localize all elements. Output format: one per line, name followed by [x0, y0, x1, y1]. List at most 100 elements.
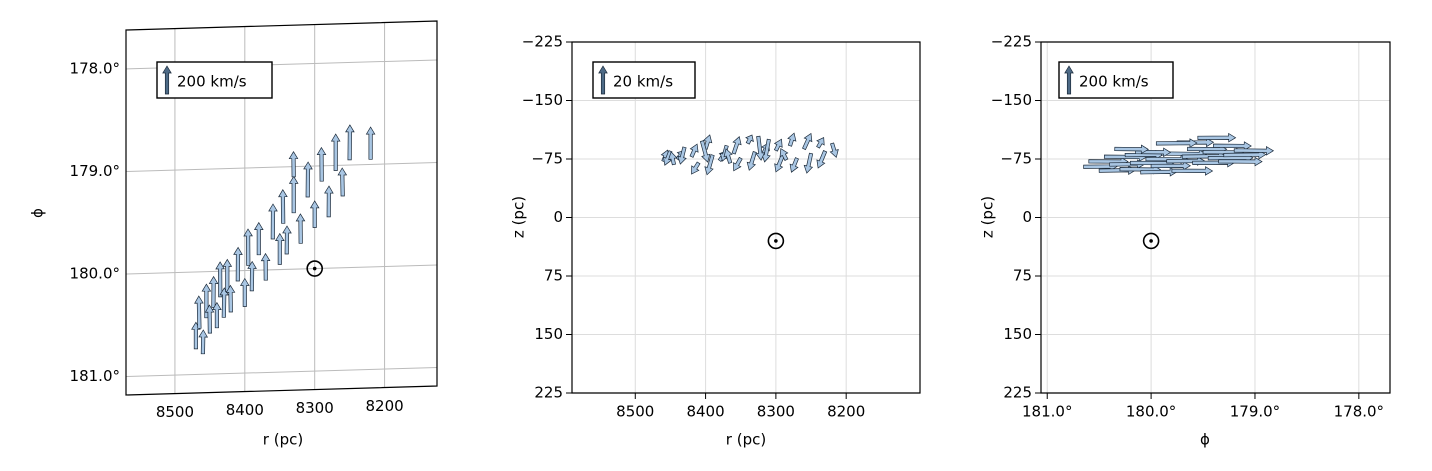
- y-tick-label: −75: [531, 150, 563, 168]
- key-arrow: [598, 65, 608, 95]
- velocity-arrow: [1233, 145, 1275, 156]
- y-tick-label: −225: [991, 33, 1032, 51]
- y-tick-label: −150: [522, 91, 563, 109]
- velocity-arrow: [731, 136, 742, 155]
- velocity-arrow: [755, 135, 766, 161]
- sun-dot: [774, 239, 778, 243]
- key-label: 20 km/s: [613, 73, 673, 91]
- axes-frame: [571, 41, 921, 394]
- x-tick-label: 8300: [757, 403, 795, 421]
- y-tick-label: 179.0°: [70, 162, 120, 180]
- velocity-arrow: [225, 284, 236, 313]
- velocity-arrow: [365, 126, 376, 160]
- sun-dot: [312, 266, 317, 271]
- y-tick-label: 225: [1003, 384, 1032, 402]
- y-tick-label: 75: [1013, 267, 1032, 285]
- grid-line: [125, 264, 438, 275]
- sun-marker: [306, 260, 323, 277]
- velocity-arrow: [337, 167, 348, 197]
- velocity-arrow: [816, 136, 825, 149]
- velocity-arrow: [789, 157, 799, 173]
- velocity-arrow: [324, 185, 334, 218]
- y-tick-label: 181.0°: [70, 367, 120, 385]
- velocity-arrow: [239, 277, 250, 307]
- velocity-arrow: [773, 138, 783, 152]
- key-arrow: [162, 65, 172, 95]
- velocity-arrow: [1171, 166, 1214, 176]
- velocity-arrow: [1150, 160, 1191, 171]
- velocity-arrow: [345, 124, 355, 161]
- velocity-arrow: [745, 134, 754, 145]
- velocity-arrow: [253, 221, 264, 256]
- velocity-arrow: [222, 258, 233, 292]
- velocity-arrow: [243, 228, 253, 266]
- panel: 8500 8400 8300 8200 −225 −150 −75 0 75 150 225 20 k…: [510, 33, 921, 449]
- panel: 181.0° 180.0° 179.0° 178.0° −225 −150 −75 0 75 15…: [979, 33, 1391, 449]
- velocity-arrow: [1218, 156, 1263, 167]
- velocity-arrow: [274, 232, 285, 265]
- velocity-arrow: [260, 252, 271, 281]
- sun-marker: [1142, 232, 1160, 250]
- velocity-arrow: [198, 329, 209, 355]
- velocity-arrow: [191, 321, 201, 350]
- sun-marker: [767, 232, 785, 250]
- x-axis-label: r (pc): [726, 431, 766, 449]
- velocity-arrow: [288, 151, 299, 178]
- x-tick-label: 181.0°: [1022, 403, 1072, 421]
- key-label: 200 km/s: [177, 73, 247, 91]
- x-tick-label: 8300: [296, 399, 334, 417]
- x-tick-label: 8400: [686, 403, 724, 421]
- key-label: 200 km/s: [1079, 73, 1149, 91]
- velocity-arrow: [268, 203, 278, 240]
- velocity-arrow: [1114, 144, 1149, 155]
- velocity-arrow: [816, 150, 828, 169]
- y-tick-label: 150: [1003, 325, 1032, 343]
- velocity-arrow: [691, 161, 701, 175]
- x-tick-label: 178.0°: [1334, 403, 1384, 421]
- x-axis-label: ϕ: [1200, 431, 1210, 449]
- velocity-arrow: [746, 151, 757, 171]
- velocity-arrow: [278, 189, 288, 224]
- velocity-arrow: [282, 225, 292, 255]
- key-arrow: [1064, 65, 1074, 95]
- x-tick-label: 179.0°: [1230, 403, 1280, 421]
- y-tick-label: −75: [1000, 150, 1032, 168]
- key-box: [1058, 61, 1174, 99]
- velocity-arrow: [316, 146, 327, 182]
- x-axis-label: r (pc): [263, 431, 303, 449]
- x-tick-label: 8500: [156, 403, 194, 421]
- x-tick-label: 8400: [226, 401, 264, 419]
- y-tick-label: 0: [1022, 208, 1032, 226]
- velocity-arrow: [194, 295, 204, 329]
- velocity-arrow: [309, 200, 320, 228]
- y-tick-label: 75: [544, 267, 563, 285]
- y-tick-label: 150: [534, 325, 563, 343]
- y-tick-label: 178.0°: [70, 59, 120, 77]
- velocity-arrow: [215, 261, 225, 298]
- y-axis-label: z (pc): [979, 196, 997, 238]
- sun-dot: [1149, 239, 1153, 243]
- velocity-arrow: [787, 132, 797, 147]
- grid-line: [125, 367, 438, 378]
- x-tick-label: 8500: [616, 403, 654, 421]
- velocity-arrow: [303, 161, 313, 198]
- x-tick-label: 8200: [365, 397, 403, 415]
- velocity-arrow: [201, 283, 212, 319]
- grid-line: [125, 161, 438, 172]
- y-tick-label: 180.0°: [70, 265, 120, 283]
- velocity-arrow: [803, 152, 814, 174]
- velocity-arrow: [219, 287, 230, 318]
- velocity-arrow: [1197, 132, 1237, 143]
- velocity-arrow: [779, 148, 789, 161]
- y-tick-label: 0: [553, 208, 563, 226]
- key-box: [156, 61, 273, 99]
- velocity-arrow: [1155, 138, 1198, 148]
- x-tick-label: 8200: [827, 403, 865, 421]
- axes-frame: [125, 20, 438, 396]
- axes-frame: [1040, 41, 1391, 394]
- velocity-arrow: [208, 275, 219, 308]
- velocity-arrow: [233, 246, 243, 282]
- velocity-arrow: [733, 156, 743, 172]
- velocity-arrow: [212, 301, 222, 329]
